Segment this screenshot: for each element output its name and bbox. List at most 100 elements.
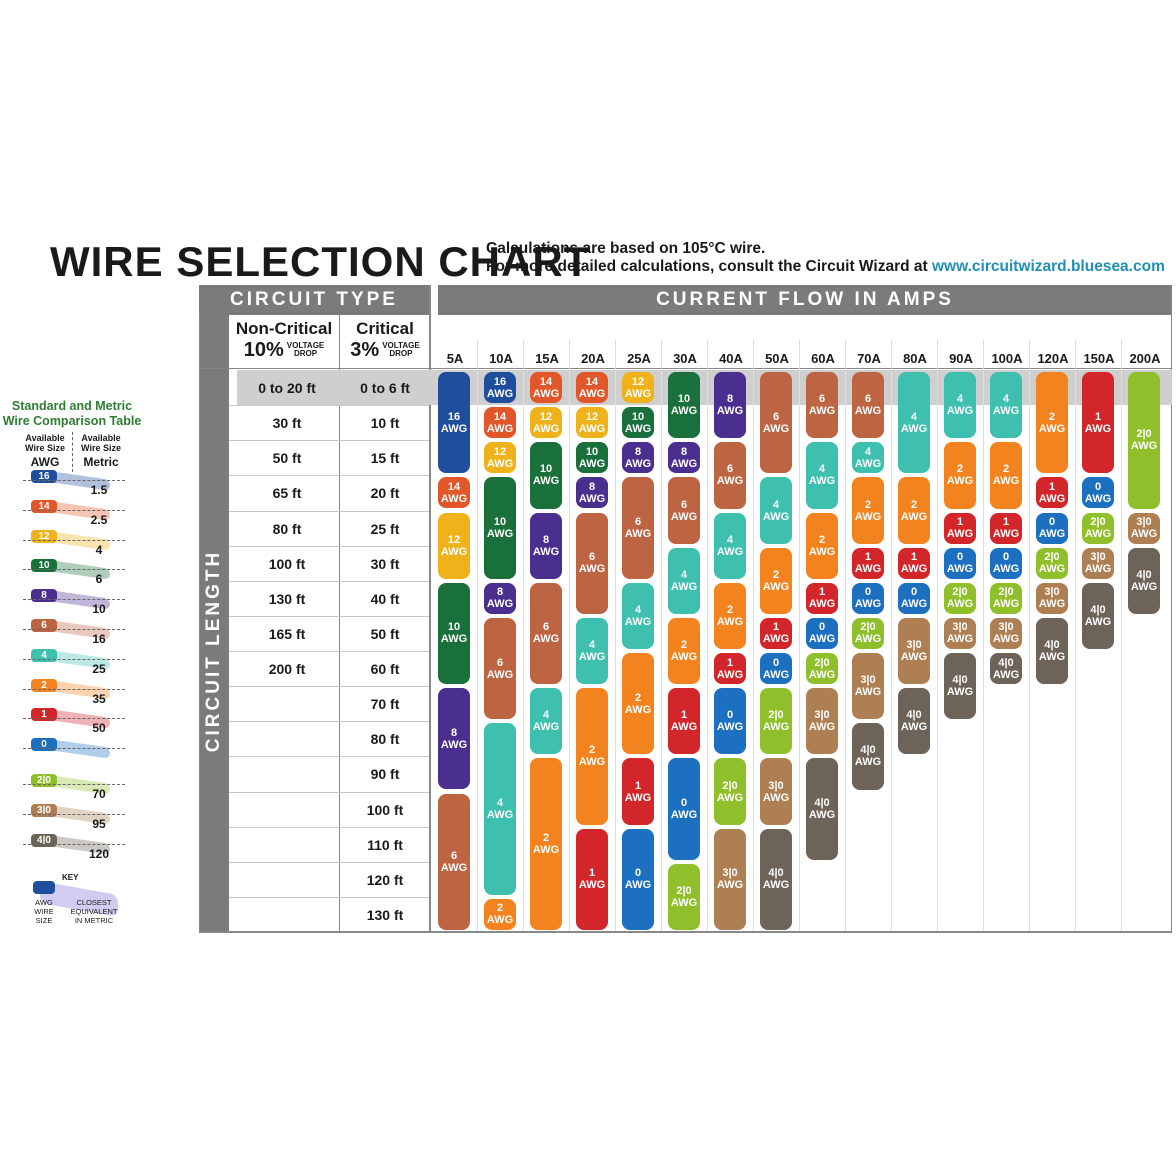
amp-label-5A: 5A xyxy=(446,351,464,366)
wire-size-pill: 3|0 AWG xyxy=(714,828,746,930)
non-critical-length: 130 ft xyxy=(268,591,306,607)
wire-size-pill: 1 AWG xyxy=(760,617,792,649)
comparison-awg: 4|0 xyxy=(31,833,57,847)
wire-size-pill: 12 AWG xyxy=(576,407,608,439)
critical-length: 90 ft xyxy=(370,766,400,782)
wire-size-pill: 2 AWG xyxy=(898,477,930,544)
wire-size-pill: 14 AWG xyxy=(576,372,608,404)
wire-size-pill: 2 AWG xyxy=(484,898,516,930)
critical-length: 120 ft xyxy=(366,872,404,888)
wire-size-pill: 2 AWG xyxy=(622,653,654,755)
comparison-awg: 10 xyxy=(31,559,57,573)
wire-size-pill: 6 AWG xyxy=(668,477,700,544)
comparison-metric: 70 xyxy=(92,787,106,801)
row-divider xyxy=(229,546,429,547)
row-divider xyxy=(229,721,429,722)
wire-size-pill: 2 AWG xyxy=(760,547,792,614)
key-title: KEY xyxy=(62,873,79,882)
row-divider xyxy=(229,862,429,863)
critical-header: Critical 3% VOLTAGE DROP xyxy=(350,319,420,361)
wire-size-pill: 6 AWG xyxy=(714,442,746,509)
column-divider xyxy=(1029,340,1030,931)
comparison-row-line xyxy=(23,569,125,571)
comparison-row-line xyxy=(23,748,125,750)
comparison-awg: 3|0 xyxy=(31,803,57,817)
critical-length: 25 ft xyxy=(370,521,400,537)
wire-size-pill: 1 AWG xyxy=(576,828,608,930)
metric-subhead: Available Wire Size xyxy=(81,433,121,453)
wire-size-pill: 1 AWG xyxy=(668,688,700,755)
grid-right-line xyxy=(1171,285,1172,932)
wire-size-pill: 3|0 AWG xyxy=(1128,512,1160,544)
key-awg-label: AWG WIRE SIZE xyxy=(34,898,54,925)
wire-size-pill: 6 AWG xyxy=(438,793,470,930)
wire-size-pill: 0 AWG xyxy=(990,547,1022,579)
critical-length: 30 ft xyxy=(370,556,400,572)
non-critical-length: 165 ft xyxy=(268,626,306,642)
circuit-length-label: CIRCUIT LENGTH xyxy=(203,549,224,753)
wire-size-pill: 2 AWG xyxy=(1036,372,1068,474)
wire-size-pill: 8 AWG xyxy=(622,442,654,474)
wire-size-pill: 0 AWG xyxy=(852,582,884,614)
comparison-awg: 8 xyxy=(31,589,57,603)
critical-length: 130 ft xyxy=(366,907,404,923)
wire-size-pill: 0 AWG xyxy=(898,582,930,614)
wire-size-pill: 4|0 AWG xyxy=(990,653,1022,685)
row-divider xyxy=(229,440,429,441)
amp-label-80A: 80A xyxy=(903,351,927,366)
key-metric-label: CLOSEST EQUIVALENT IN METRIC xyxy=(70,898,118,925)
comparison-metric: 6 xyxy=(95,572,103,587)
wire-size-pill: 2 AWG xyxy=(714,582,746,650)
critical-length: 50 ft xyxy=(370,626,400,642)
wire-size-pill: 4 AWG xyxy=(530,688,562,755)
row-divider xyxy=(229,405,429,406)
wire-size-pill: 8 AWG xyxy=(576,477,608,509)
amp-label-40A: 40A xyxy=(719,351,743,366)
column-divider xyxy=(707,340,708,931)
wire-size-pill: 10 AWG xyxy=(530,442,562,509)
comparison-row-line xyxy=(23,813,125,815)
comparison-metric: 10 xyxy=(92,602,106,617)
comparison-title-2: Wire Comparison Table xyxy=(2,414,142,428)
circuit-wizard-link[interactable]: www.circuitwizard.bluesea.com xyxy=(932,258,1165,275)
comparison-awg: 0 xyxy=(31,738,57,752)
wire-size-pill: 0 AWG xyxy=(806,617,838,649)
amp-label-20A: 20A xyxy=(581,351,605,366)
wire-size-pill: 6 AWG xyxy=(852,372,884,439)
non-critical-length: 65 ft xyxy=(272,485,302,501)
wire-size-pill: 0 AWG xyxy=(1036,512,1068,544)
critical-length: 110 ft xyxy=(367,837,403,853)
wire-size-pill: 1 AWG xyxy=(1082,372,1114,474)
comparison-row-line xyxy=(23,658,125,660)
wire-size-pill: 1 AWG xyxy=(990,512,1022,544)
wire-size-pill: 2|0 AWG xyxy=(852,617,884,649)
critical-length: 70 ft xyxy=(370,696,400,712)
divider-type-columns xyxy=(339,315,340,932)
column-divider xyxy=(661,340,662,931)
wire-size-pill: 12 AWG xyxy=(438,512,470,579)
wire-size-pill: 2|0 AWG xyxy=(1036,547,1068,579)
comparison-metric: 50 xyxy=(92,721,106,736)
non-critical-header: Non-Critical 10% VOLTAGE DROP xyxy=(235,319,333,361)
wire-size-pill: 8 AWG xyxy=(484,582,516,614)
wire-size-pill: 2 AWG xyxy=(990,442,1022,509)
amp-label-120A: 120A xyxy=(1037,351,1069,366)
wire-size-pill: 14 AWG xyxy=(530,372,562,404)
wire-size-pill: 8 AWG xyxy=(530,512,562,579)
wire-size-pill: 1 AWG xyxy=(714,653,746,685)
wire-size-pill: 4 AWG xyxy=(668,547,700,614)
comparison-row-line xyxy=(23,509,125,511)
wire-size-pill: 4|0 AWG xyxy=(806,758,838,860)
divider-amps xyxy=(429,285,431,932)
non-critical-length: 30 ft xyxy=(272,415,302,431)
wire-size-pill: 6 AWG xyxy=(576,512,608,614)
wire-size-pill: 2|0 AWG xyxy=(1128,372,1160,509)
wire-size-pill: 10 AWG xyxy=(668,372,700,439)
critical-length: 60 ft xyxy=(370,661,400,677)
comparison-metric: 95 xyxy=(92,816,106,831)
wire-size-pill: 4 AWG xyxy=(898,372,930,474)
grid-top-line xyxy=(199,368,1172,369)
wire-size-pill: 1 AWG xyxy=(1036,477,1068,509)
comparison-metric: 4 xyxy=(95,542,103,557)
row-divider xyxy=(229,897,429,898)
